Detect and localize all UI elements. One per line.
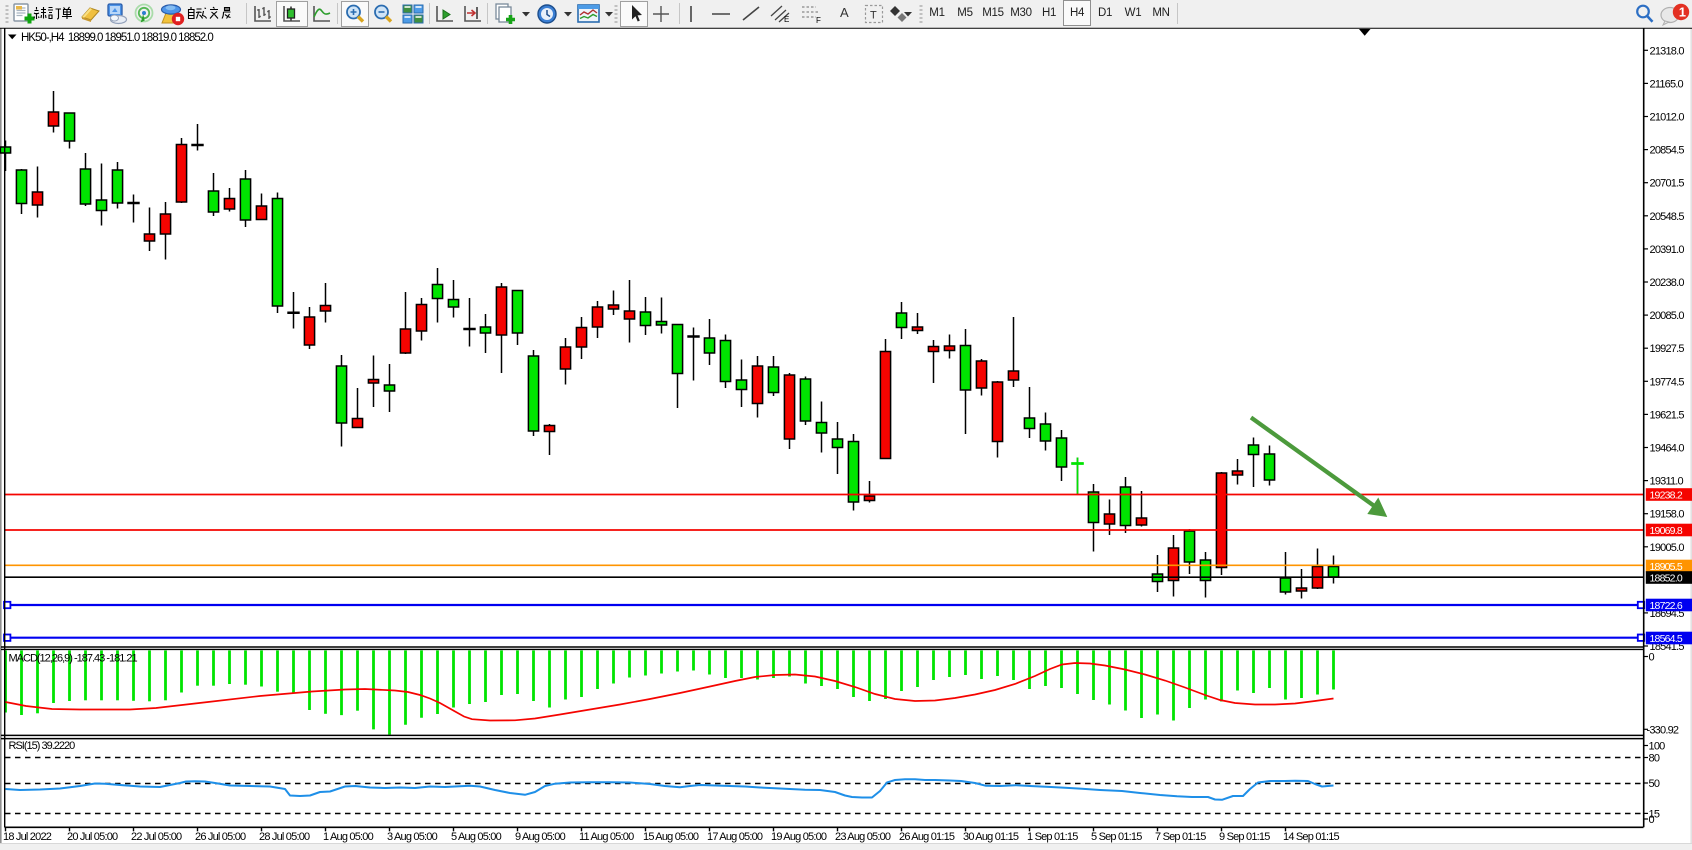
svg-text:9 Aug 05:00: 9 Aug 05:00 [515, 831, 566, 843]
svg-text:19 Aug 05:00: 19 Aug 05:00 [771, 831, 827, 843]
svg-text:19311.0: 19311.0 [1650, 476, 1684, 488]
svg-text:1: 1 [1679, 5, 1686, 20]
svg-text:15: 15 [1649, 808, 1660, 820]
svg-text:26 Jul 05:00: 26 Jul 05:00 [195, 831, 246, 843]
svg-text:E: E [784, 15, 789, 24]
svg-text:20854.5: 20854.5 [1650, 145, 1685, 157]
svg-text:1 Sep 01:15: 1 Sep 01:15 [1027, 831, 1078, 843]
svg-text:19238.2: 19238.2 [1650, 489, 1683, 501]
svg-text:21318.0: 21318.0 [1650, 45, 1685, 57]
svg-text:21165.0: 21165.0 [1650, 78, 1684, 90]
svg-text:20548.5: 20548.5 [1650, 211, 1685, 223]
svg-text:80: 80 [1649, 753, 1660, 765]
svg-text:HK50-,H4 18899.0 18951.0 1881: HK50-,H4 18899.0 18951.0 18819.0 18852.0 [21, 32, 213, 44]
svg-text:7 Sep 01:15: 7 Sep 01:15 [1155, 831, 1206, 843]
svg-text:21012.0: 21012.0 [1650, 112, 1685, 124]
svg-text:30 Aug 01:15: 30 Aug 01:15 [963, 831, 1019, 843]
svg-text:22 Jul 05:00: 22 Jul 05:00 [131, 831, 182, 843]
svg-text:100: 100 [1649, 741, 1666, 753]
svg-text:15 Aug 05:00: 15 Aug 05:00 [643, 831, 699, 843]
svg-text:17 Aug 05:00: 17 Aug 05:00 [707, 831, 763, 843]
svg-text:20 Jul 05:00: 20 Jul 05:00 [67, 831, 118, 843]
svg-text:0: 0 [1649, 652, 1655, 664]
svg-text:11 Aug 05:00: 11 Aug 05:00 [579, 831, 634, 843]
svg-text:3 Aug 05:00: 3 Aug 05:00 [387, 831, 438, 843]
svg-text:19927.5: 19927.5 [1650, 343, 1685, 355]
svg-text:14 Sep 01:15: 14 Sep 01:15 [1283, 831, 1340, 843]
svg-text:28 Jul 05:00: 28 Jul 05:00 [259, 831, 310, 843]
svg-text:18852.0: 18852.0 [1650, 572, 1683, 584]
svg-text:20085.0: 20085.0 [1650, 310, 1685, 322]
svg-text:50: 50 [1649, 778, 1660, 790]
svg-text:19069.8: 19069.8 [1650, 525, 1683, 537]
svg-text:26 Aug 01:15: 26 Aug 01:15 [899, 831, 955, 843]
svg-text:19158.0: 19158.0 [1650, 509, 1685, 521]
svg-text:19464.0: 19464.0 [1650, 443, 1685, 455]
svg-text:20701.5: 20701.5 [1650, 178, 1685, 190]
svg-text:18564.5: 18564.5 [1650, 633, 1683, 645]
svg-text:F: F [816, 16, 821, 24]
svg-text:5 Sep 01:15: 5 Sep 01:15 [1091, 831, 1142, 843]
svg-text:19621.5: 19621.5 [1650, 409, 1685, 421]
svg-text:23 Aug 05:00: 23 Aug 05:00 [835, 831, 891, 843]
svg-text:9 Sep 01:15: 9 Sep 01:15 [1219, 831, 1270, 843]
svg-text:-330.92: -330.92 [1647, 724, 1679, 736]
svg-text:18722.6: 18722.6 [1650, 600, 1683, 612]
svg-text:18905.5: 18905.5 [1650, 561, 1683, 573]
svg-text:19774.5: 19774.5 [1650, 376, 1685, 388]
svg-text:MACD(12,26,9) -187.43 -181.21: MACD(12,26,9) -187.43 -181.21 [9, 653, 138, 665]
svg-text:T: T [870, 10, 877, 22]
svg-text:19005.0: 19005.0 [1650, 542, 1685, 554]
svg-text:18 Jul 2022: 18 Jul 2022 [3, 831, 52, 843]
svg-text:1 Aug 05:00: 1 Aug 05:00 [323, 831, 374, 843]
svg-text:5 Aug 05:00: 5 Aug 05:00 [451, 831, 502, 843]
svg-text:20238.0: 20238.0 [1650, 277, 1685, 289]
svg-text:0: 0 [1649, 814, 1655, 826]
svg-text:RSI(15) 39.2220: RSI(15) 39.2220 [9, 740, 76, 752]
svg-text:20391.0: 20391.0 [1650, 244, 1685, 256]
